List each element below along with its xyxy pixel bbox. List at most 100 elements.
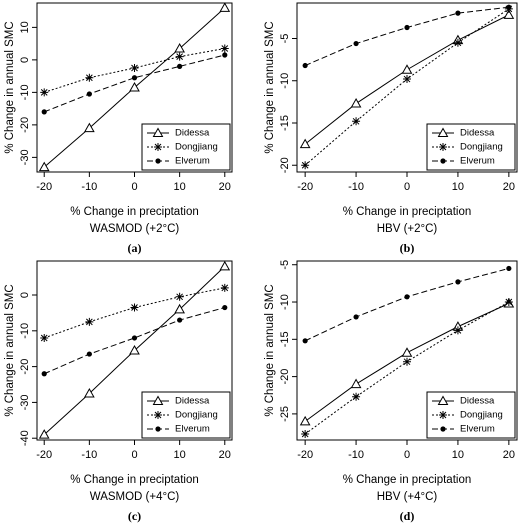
y-tick-label: -15	[279, 331, 291, 347]
legend-label: Didessa	[175, 396, 210, 407]
y-tick-label: -10	[19, 84, 31, 100]
y-axis-label: % Change in annual SMC	[264, 21, 276, 153]
x-tick-label: 20	[503, 449, 515, 461]
y-tick-label: -10	[19, 323, 31, 339]
legend-marker	[439, 143, 447, 151]
y-tick-label: -5	[279, 260, 291, 270]
x-tick-label: 10	[174, 181, 186, 193]
marker	[131, 75, 138, 81]
legend-marker	[437, 395, 449, 405]
legend-marker	[155, 426, 161, 432]
x-tick-label: 0	[404, 181, 410, 193]
legend-label: Dongjiang	[175, 142, 218, 153]
legend-marker	[440, 426, 446, 432]
marker	[352, 117, 361, 126]
y-tick-label: -20	[279, 369, 291, 385]
x-tick-label: 10	[452, 181, 464, 193]
marker	[301, 430, 310, 439]
marker	[350, 98, 362, 108]
legend-label: Dongjiang	[460, 410, 503, 421]
legend-label: Didessa	[460, 128, 495, 139]
marker	[40, 333, 49, 342]
marker	[41, 371, 47, 377]
marker	[85, 73, 94, 82]
x-axis-label: % Change in preciptation	[343, 474, 472, 486]
marker	[219, 260, 231, 271]
marker	[503, 9, 515, 19]
marker	[219, 2, 231, 12]
marker	[353, 40, 359, 47]
marker	[129, 81, 140, 92]
legend-marker	[154, 143, 162, 151]
marker	[302, 62, 308, 69]
marker	[404, 24, 410, 31]
x-tick-label: 10	[174, 449, 186, 461]
marker	[174, 303, 185, 314]
marker	[350, 378, 362, 389]
y-tick-label: -20	[19, 359, 31, 375]
subtitle: HBV (+4°C)	[377, 491, 438, 503]
x-axis-label: % Change in preciptation	[343, 206, 472, 218]
marker	[504, 298, 513, 307]
x-tick-label: 20	[219, 181, 231, 193]
x-tick-label: -10	[348, 449, 364, 461]
legend-label: Elverum	[460, 156, 495, 167]
x-tick-label: -10	[81, 181, 97, 193]
legend-label: Didessa	[175, 128, 210, 139]
y-axis-label: % Change in annual SMC	[4, 21, 16, 153]
subtitle: HBV (+2°C)	[377, 223, 438, 235]
x-tick-label: 20	[219, 449, 231, 461]
y-tick-label: -40	[19, 430, 31, 446]
marker	[453, 326, 462, 335]
marker	[299, 415, 311, 426]
y-tick-label: 0	[19, 292, 31, 298]
y-tick-label: 10	[19, 21, 31, 33]
legend-label: Dongjiang	[175, 410, 218, 421]
marker	[404, 294, 410, 300]
marker	[40, 88, 49, 97]
marker	[222, 52, 228, 58]
marker	[453, 38, 462, 47]
marker	[301, 161, 310, 170]
marker	[131, 335, 138, 341]
subtitle: WASMOD (+2°C)	[90, 223, 180, 235]
marker	[38, 161, 50, 172]
legend-marker	[152, 395, 164, 405]
marker	[455, 10, 461, 16]
legend-label: Didessa	[460, 396, 495, 407]
legend-marker	[439, 411, 447, 419]
marker	[41, 109, 47, 115]
y-tick-label: -25	[279, 406, 291, 422]
y-tick-label: -20	[19, 117, 31, 133]
x-tick-label: -20	[297, 181, 313, 193]
panel-label: (b)	[400, 241, 415, 255]
x-tick-label: -20	[36, 181, 52, 193]
legend-marker	[154, 411, 162, 419]
marker	[403, 357, 411, 366]
y-tick-label: -5	[279, 34, 291, 44]
marker	[130, 64, 139, 72]
x-tick-label: 10	[452, 449, 464, 461]
x-tick-label: 20	[503, 181, 515, 193]
marker	[84, 122, 95, 133]
marker	[85, 317, 94, 326]
panel-label: (a)	[128, 241, 142, 255]
x-tick-label: -10	[348, 181, 364, 193]
y-tick-label: -10	[279, 294, 291, 310]
y-tick-label: -15	[279, 115, 291, 131]
marker	[86, 351, 92, 357]
marker	[177, 317, 183, 323]
y-tick-label: -30	[19, 394, 31, 410]
legend-marker	[152, 127, 164, 137]
x-tick-label: 0	[131, 449, 137, 461]
legend-label: Elverum	[175, 156, 210, 167]
y-tick-label: 0	[19, 57, 31, 63]
x-tick-label: -20	[36, 449, 52, 461]
marker	[175, 52, 184, 61]
marker	[353, 314, 359, 320]
series-line	[44, 307, 225, 375]
marker	[84, 387, 95, 398]
y-axis-label: % Change in annual SMC	[4, 284, 16, 416]
marker	[401, 347, 413, 357]
marker	[177, 63, 183, 69]
